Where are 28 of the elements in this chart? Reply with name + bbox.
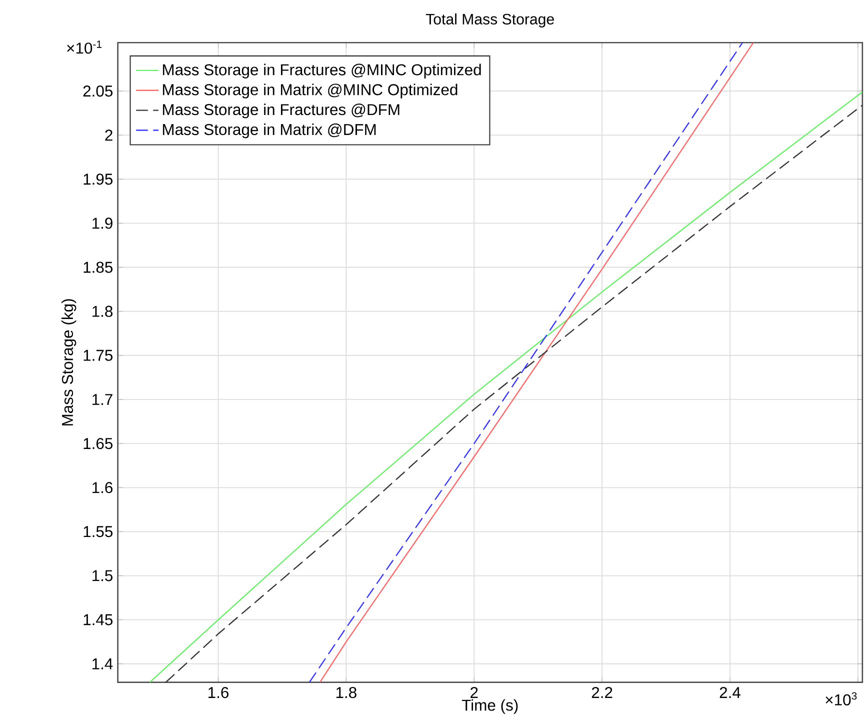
legend-label: Mass Storage in Matrix @DFM — [162, 124, 376, 138]
y-tick-label: 1.85 — [84, 262, 113, 274]
chart-title: Total Mass Storage — [426, 14, 554, 28]
y-tick-label: 2.05 — [83, 86, 113, 97]
y-tick-label: 1.6 — [92, 482, 112, 494]
x-tick-label: 2.2 — [592, 687, 612, 698]
y-tick-label: 1.9 — [92, 218, 112, 230]
x-tick-label: 1.6 — [208, 687, 228, 698]
y-tick-label: 1.7 — [92, 394, 112, 406]
text: ×10$^{-1}$ — [67, 40, 102, 54]
y-tick-label: 1.8 — [92, 306, 112, 318]
legend-label: Mass Storage in Fractures @DFM — [162, 104, 400, 119]
y-tick-label: 1.65 — [84, 438, 113, 450]
x-tick-label: 2 — [470, 687, 478, 698]
x-tick-label: 2.4 — [720, 687, 740, 698]
x-tick-label: 1.8 — [336, 687, 356, 698]
y-tick-label: 2 — [105, 130, 112, 141]
legend-label: Mass Storage in Fractures @MINC Optimized — [162, 64, 481, 79]
y-tick-label: 1.95 — [84, 174, 113, 185]
legend-label: Mass Storage in Matrix @MINC Optimized — [162, 84, 458, 99]
y-tick-label: 1.5 — [92, 570, 113, 582]
text: ×10$^{3}$ — [826, 692, 857, 706]
y-tick-label: 1.4 — [92, 658, 113, 670]
y-axis-title: Mass Storage (kg) — [62, 299, 76, 426]
x-axis-title: Time (s) — [462, 699, 518, 714]
y-tick-label: 1.75 — [84, 350, 113, 362]
y-tick-label: 1.45 — [84, 614, 113, 626]
y-tick-label: 1.55 — [84, 526, 113, 538]
